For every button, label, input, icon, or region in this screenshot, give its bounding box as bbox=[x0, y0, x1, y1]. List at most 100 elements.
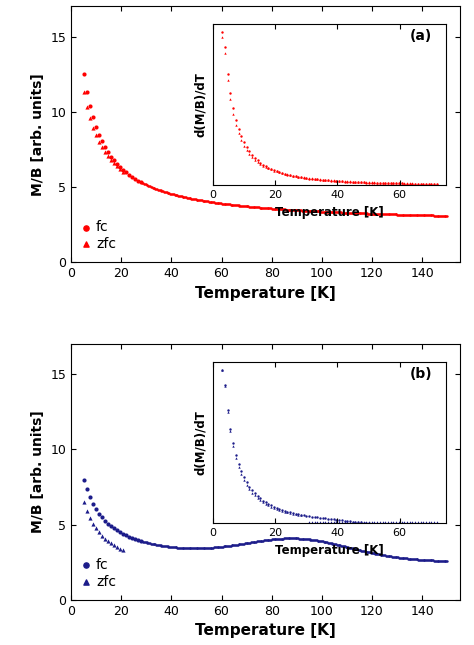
Point bbox=[328, 207, 336, 217]
Point bbox=[217, 542, 225, 552]
Point bbox=[213, 542, 220, 552]
Point bbox=[241, 201, 248, 212]
Point bbox=[193, 194, 201, 204]
Point bbox=[98, 136, 106, 146]
Point bbox=[430, 210, 438, 221]
Point bbox=[257, 536, 264, 546]
Point bbox=[344, 208, 351, 218]
Point bbox=[411, 210, 419, 220]
Point bbox=[401, 210, 408, 220]
Point bbox=[362, 208, 370, 219]
Point bbox=[311, 206, 319, 216]
Point bbox=[248, 537, 255, 548]
Point bbox=[337, 541, 344, 551]
Point bbox=[224, 541, 232, 551]
Point bbox=[244, 201, 251, 212]
Point bbox=[292, 533, 300, 544]
Point bbox=[181, 192, 188, 203]
Point bbox=[394, 210, 402, 220]
Point bbox=[352, 208, 360, 218]
Point bbox=[400, 553, 407, 563]
Point bbox=[418, 210, 426, 221]
Point bbox=[352, 544, 360, 555]
Point bbox=[145, 538, 152, 548]
Point bbox=[430, 555, 438, 566]
Point bbox=[359, 546, 367, 556]
Point bbox=[385, 209, 393, 219]
Point bbox=[80, 87, 87, 97]
Point bbox=[154, 540, 162, 550]
Point bbox=[328, 207, 335, 217]
Point bbox=[382, 209, 390, 219]
Point bbox=[397, 210, 405, 220]
Point bbox=[119, 545, 127, 555]
Point bbox=[164, 188, 172, 198]
Point bbox=[98, 530, 106, 541]
Point bbox=[332, 207, 340, 217]
Point bbox=[116, 164, 124, 174]
Point bbox=[170, 542, 178, 552]
Point bbox=[397, 553, 405, 563]
Point bbox=[283, 533, 291, 544]
Point bbox=[341, 208, 348, 218]
Point bbox=[294, 533, 302, 544]
Point bbox=[263, 535, 271, 545]
Point bbox=[242, 538, 249, 548]
Point bbox=[119, 166, 127, 177]
Point bbox=[285, 204, 292, 215]
Point bbox=[219, 541, 227, 551]
Point bbox=[324, 537, 332, 548]
Point bbox=[255, 203, 263, 213]
Point bbox=[182, 192, 190, 203]
Point bbox=[237, 201, 244, 211]
Point bbox=[137, 177, 145, 188]
Point bbox=[416, 555, 424, 565]
Point bbox=[144, 180, 151, 190]
Point bbox=[101, 147, 109, 157]
Point bbox=[290, 205, 298, 215]
Point bbox=[138, 177, 146, 188]
Point bbox=[280, 533, 287, 544]
Point bbox=[424, 210, 432, 221]
Point bbox=[316, 206, 324, 217]
Point bbox=[165, 542, 173, 552]
Point bbox=[325, 207, 333, 217]
Point bbox=[95, 527, 102, 537]
Point bbox=[436, 555, 443, 566]
Point bbox=[361, 208, 369, 219]
Point bbox=[161, 187, 169, 197]
Point bbox=[189, 543, 197, 553]
Point bbox=[296, 205, 304, 215]
Point bbox=[113, 525, 121, 535]
Point bbox=[116, 527, 124, 537]
Point bbox=[116, 162, 124, 172]
Point bbox=[310, 535, 318, 545]
Point bbox=[374, 549, 381, 559]
Point bbox=[107, 538, 115, 548]
Point bbox=[351, 544, 359, 554]
Point bbox=[368, 548, 376, 558]
Point bbox=[372, 548, 379, 559]
Point bbox=[199, 195, 207, 206]
Point bbox=[299, 205, 306, 215]
Point bbox=[253, 536, 261, 546]
Point bbox=[110, 540, 118, 550]
Point bbox=[318, 536, 326, 546]
Point bbox=[393, 552, 401, 562]
Point bbox=[80, 69, 87, 79]
Point bbox=[273, 534, 280, 544]
Point bbox=[417, 555, 425, 565]
Point bbox=[338, 541, 346, 551]
Point bbox=[179, 542, 186, 553]
Point bbox=[292, 533, 300, 544]
Point bbox=[249, 202, 256, 212]
Point bbox=[406, 210, 413, 220]
Point bbox=[398, 553, 405, 563]
Point bbox=[288, 204, 296, 215]
Point bbox=[186, 193, 193, 203]
Point bbox=[335, 540, 342, 550]
Point bbox=[246, 201, 254, 212]
Point bbox=[146, 538, 154, 548]
Point bbox=[137, 177, 145, 188]
Point bbox=[355, 545, 363, 555]
